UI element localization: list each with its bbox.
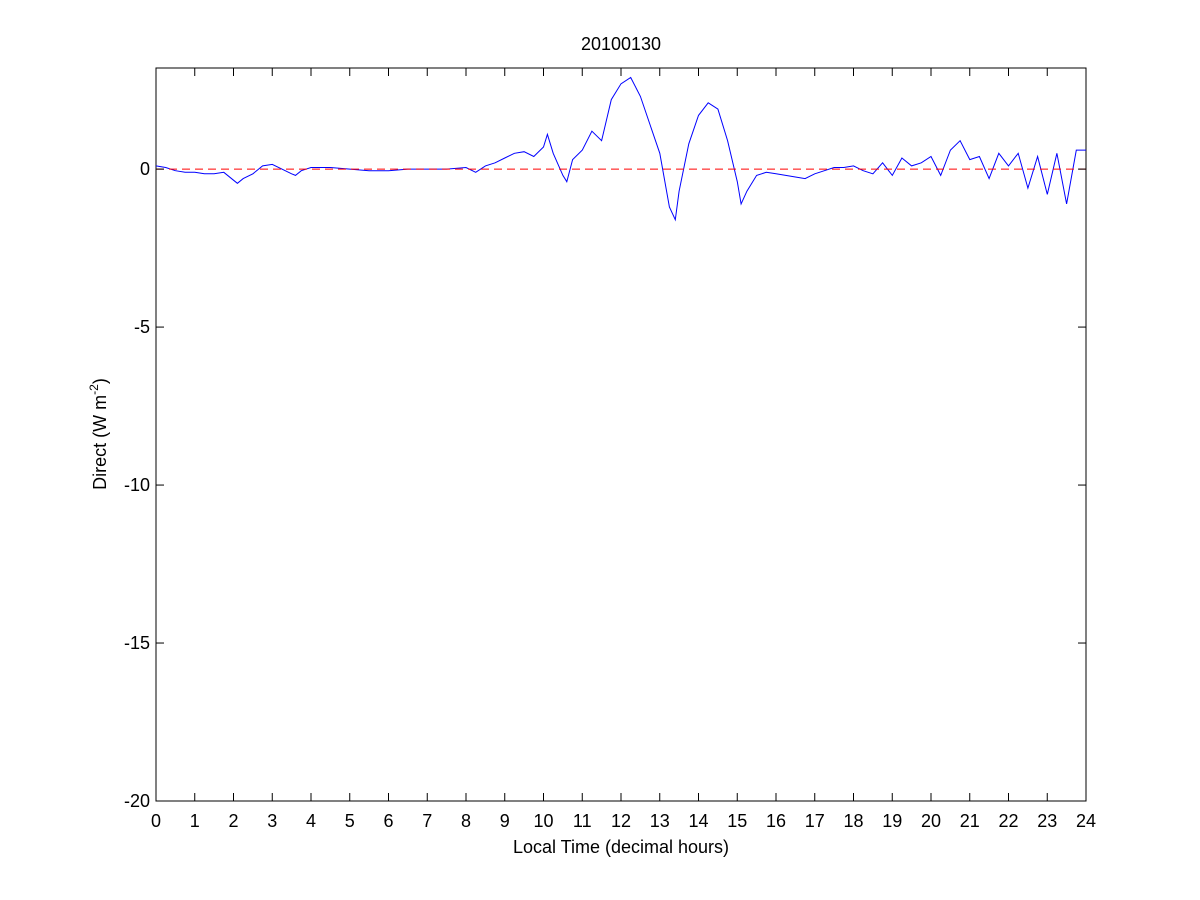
x-tick-label: 8 — [461, 811, 471, 831]
x-tick-label: 24 — [1076, 811, 1096, 831]
x-tick-label: 14 — [688, 811, 708, 831]
axes-box — [155, 67, 1087, 802]
series-layer — [155, 76, 1086, 222]
y-tick-label: -5 — [134, 317, 150, 337]
x-tick-label: 10 — [533, 811, 553, 831]
x-tick-label: 6 — [383, 811, 393, 831]
x-tick-label: 4 — [306, 811, 316, 831]
x-tick-label: 3 — [267, 811, 277, 831]
x-tick-label: 2 — [228, 811, 238, 831]
y-tick-label: -15 — [124, 633, 150, 653]
x-tick-label: 18 — [843, 811, 863, 831]
plot-area: 0 1 2 3 4 5 6 7 8 9 10 11 12 13 14 15 16 17 18 19 20 21 22 23 24… — [124, 67, 1096, 831]
x-tick-label: 16 — [766, 811, 786, 831]
x-tick-label: 21 — [960, 811, 980, 831]
x-tick-label: 0 — [151, 811, 161, 831]
tick-layer: 0 1 2 3 4 5 6 7 8 9 10 11 12 13 14 15 16 17 18 19 20 21 22 23 24… — [124, 68, 1096, 831]
y-axis-label: Direct (W m-2) — [87, 378, 110, 490]
x-tick-label: 7 — [422, 811, 432, 831]
y-tick-label: -10 — [124, 475, 150, 495]
x-tick-label: 17 — [805, 811, 825, 831]
x-tick-label: 22 — [998, 811, 1018, 831]
x-tick-label: 1 — [190, 811, 200, 831]
x-tick-label: 19 — [882, 811, 902, 831]
x-tick-label: 13 — [650, 811, 670, 831]
x-tick-label: 15 — [727, 811, 747, 831]
y-axis-label-superscript: -2 — [87, 384, 101, 395]
x-tick-label: 12 — [611, 811, 631, 831]
x-tick-label: 11 — [573, 811, 592, 831]
x-tick-label: 9 — [500, 811, 510, 831]
y-axis-label-main: Direct (W m — [90, 395, 110, 490]
x-axis-label: Local Time (decimal hours) — [513, 837, 729, 857]
chart-title: 20100130 — [581, 34, 661, 54]
x-tick-label: 23 — [1037, 811, 1057, 831]
y-axis-label-close: ) — [90, 378, 110, 384]
y-tick-label: 0 — [140, 159, 150, 179]
x-tick-label: 5 — [345, 811, 355, 831]
direct-series-line — [155, 76, 1086, 222]
x-tick-label: 20 — [921, 811, 941, 831]
y-tick-label: -20 — [124, 791, 150, 811]
